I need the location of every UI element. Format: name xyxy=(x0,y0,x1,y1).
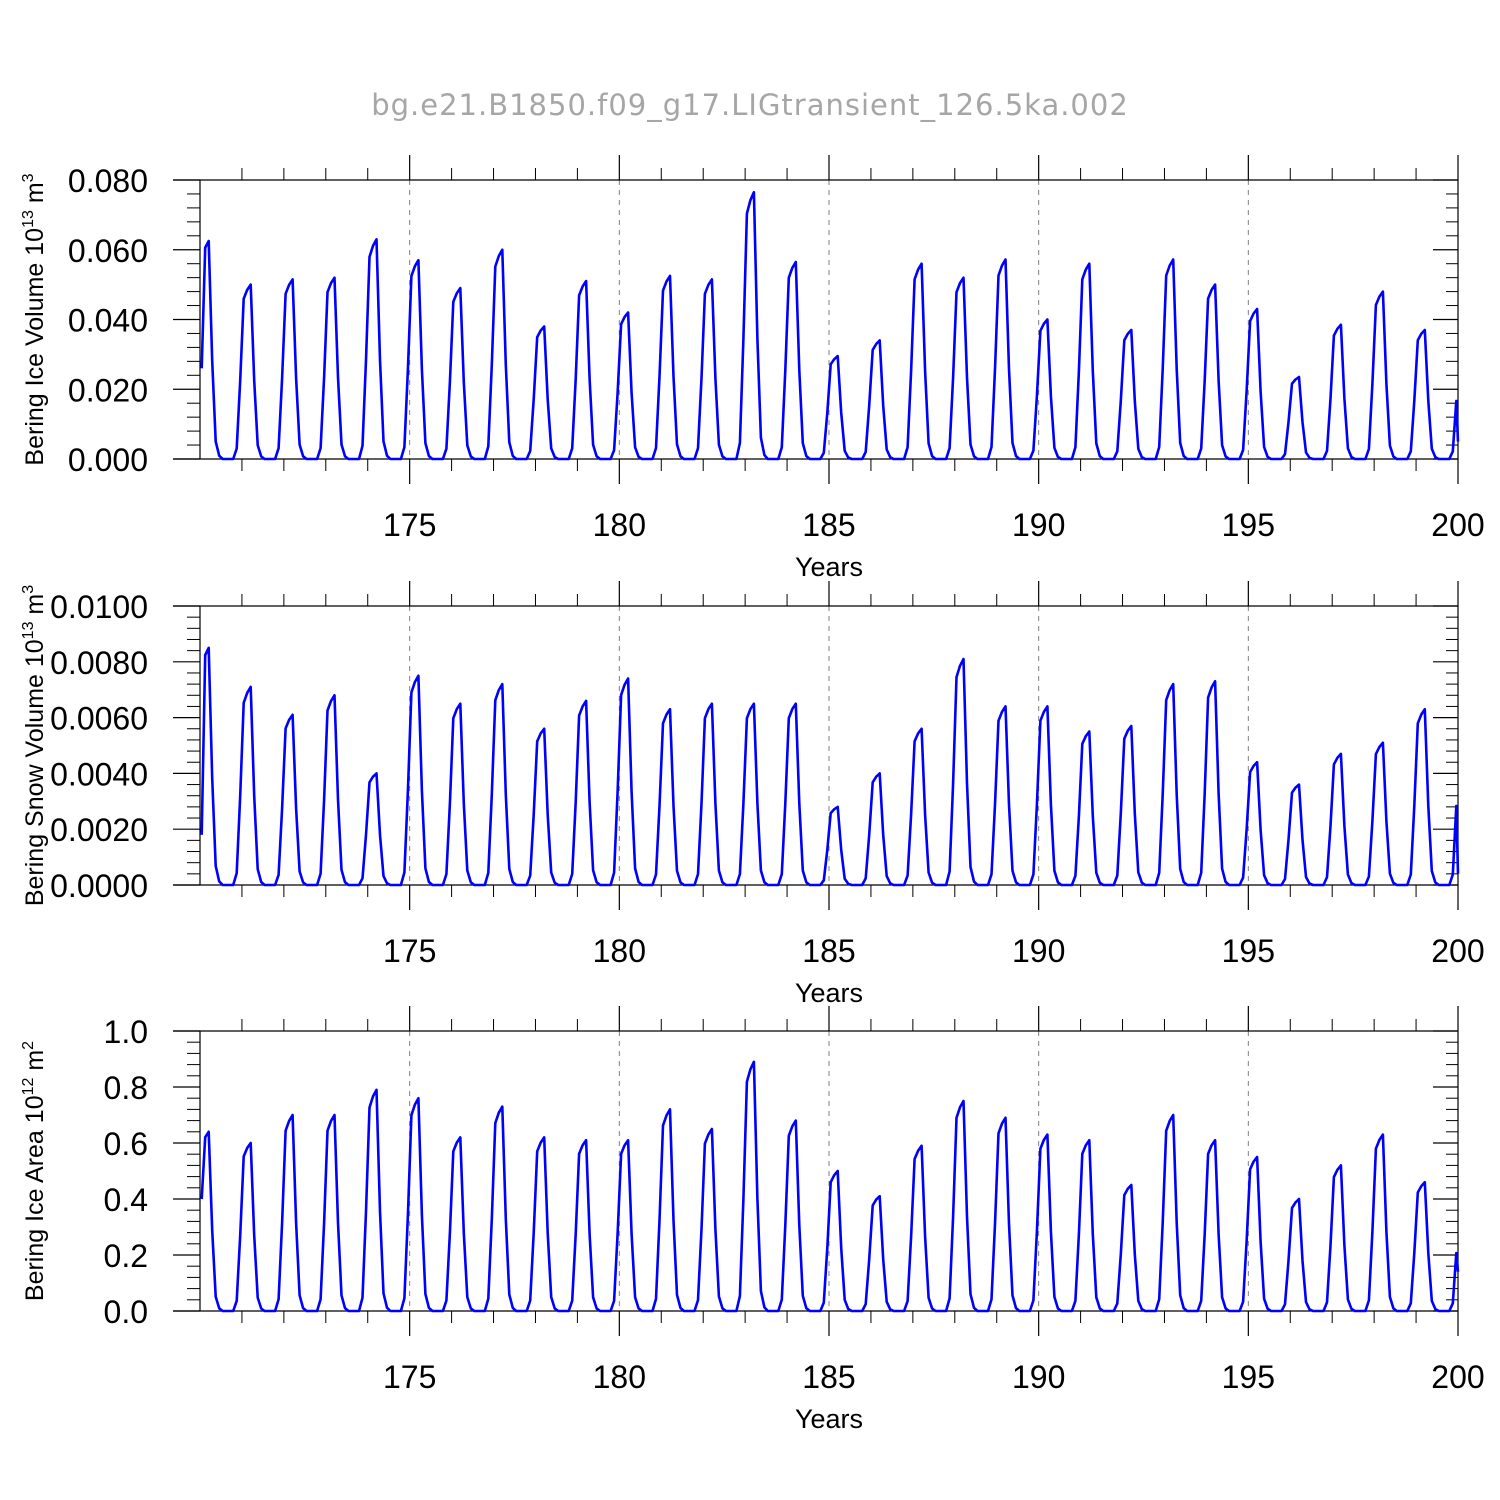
x-tick-label: 200 xyxy=(1431,507,1484,543)
chart-panel-3: 0.0 0.2 0.4 0.6 0.8 1.0 175 180 185 190 195 200 Year… xyxy=(20,1006,1485,1434)
x-tick-label: 200 xyxy=(1431,1359,1484,1395)
y-tick-label: 0.020 xyxy=(68,372,148,408)
y-tick-label: 0.080 xyxy=(68,163,148,199)
y-tick-label: 0.0000 xyxy=(50,868,148,904)
x-axis-label: Years xyxy=(795,978,863,1008)
x-tick-label: 175 xyxy=(383,933,436,969)
y-tick-label: 0.4 xyxy=(104,1182,148,1218)
y-tick-label: 0.000 xyxy=(68,442,148,478)
x-tick-label: 190 xyxy=(1012,507,1065,543)
x-tick-label: 190 xyxy=(1012,933,1065,969)
series-line xyxy=(200,1060,1460,1313)
figure-title: bg.e21.B1850.f09_g17.LIGtransient_126.5k… xyxy=(371,88,1129,122)
x-tick-label: 180 xyxy=(593,507,646,543)
y-tick-label: 0.060 xyxy=(68,233,148,269)
x-tick-label: 185 xyxy=(802,507,855,543)
y-tick-label: 0.0080 xyxy=(50,645,148,681)
y-axis-label: Bering Ice Volume 1013 m3 xyxy=(20,173,49,465)
x-tick-label: 185 xyxy=(802,1359,855,1395)
x-tick-label: 180 xyxy=(593,933,646,969)
x-tick-label: 195 xyxy=(1222,933,1275,969)
y-tick-label: 0.2 xyxy=(104,1238,148,1274)
y-tick-label: 0.0020 xyxy=(50,812,148,848)
x-tick-label: 175 xyxy=(383,507,436,543)
y-tick-label: 0.0 xyxy=(104,1294,148,1330)
x-tick-label: 195 xyxy=(1222,1359,1275,1395)
x-tick-label: 185 xyxy=(802,933,855,969)
chart-panel-2: 0.0000 0.0020 0.0040 0.0060 0.0080 0.0100 175 1… xyxy=(20,581,1485,1008)
x-tick-label: 180 xyxy=(593,1359,646,1395)
y-axis-label: Bering Ice Area 1012 m2 xyxy=(20,1041,49,1301)
y-axis-label: Bering Snow Volume 1013 m3 xyxy=(20,585,49,906)
y-tick-label: 0.8 xyxy=(104,1070,148,1106)
y-tick-label: 0.0060 xyxy=(50,701,148,737)
y-tick-label: 1.0 xyxy=(104,1014,148,1050)
x-tick-label: 195 xyxy=(1222,507,1275,543)
y-tick-label: 0.6 xyxy=(104,1126,148,1162)
y-tick-label: 0.0040 xyxy=(50,756,148,792)
series-line xyxy=(200,646,1460,887)
x-axis-label: Years xyxy=(795,1404,863,1434)
chart-panel-1: 0.000 0.020 0.040 0.060 0.080 175 180 185 190 195… xyxy=(20,155,1485,582)
series-line xyxy=(200,190,1460,461)
x-axis-label: Years xyxy=(795,552,863,582)
y-tick-label: 0.0100 xyxy=(50,589,148,625)
x-tick-label: 200 xyxy=(1431,933,1484,969)
x-tick-label: 175 xyxy=(383,1359,436,1395)
x-tick-label: 190 xyxy=(1012,1359,1065,1395)
y-tick-label: 0.040 xyxy=(68,303,148,339)
